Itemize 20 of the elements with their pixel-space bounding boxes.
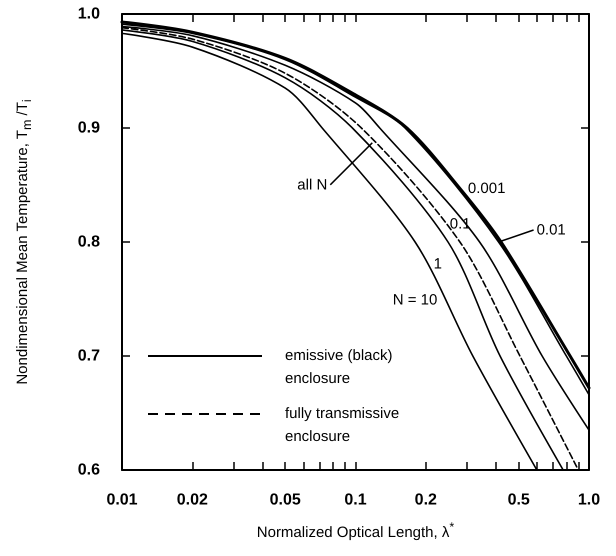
x-tick-label: 0.2 (414, 492, 438, 508)
x-tick-label: 0.05 (270, 492, 301, 508)
x-tick-label: 0.01 (106, 492, 138, 508)
annotation: 1 (434, 256, 442, 272)
x-tick-label: 0.1 (344, 492, 367, 508)
annotation: 0.01 (536, 222, 566, 238)
y-tick-label: 0.7 (78, 348, 100, 364)
x-tick-label: 0.5 (508, 492, 530, 508)
y-tick-label: 0.9 (78, 120, 100, 136)
annotation: 0.001 (468, 180, 506, 197)
y-tick-label: 0.8 (78, 234, 100, 250)
annotation: emissive (black) enclosure (285, 346, 394, 389)
x-tick-label: 1.0 (578, 492, 600, 508)
x-tick-label: 0.02 (176, 492, 208, 508)
annotation: all N (297, 176, 328, 194)
x-axis-title: Normalized Optical Length, λ$^{*}$ (256, 520, 454, 541)
annotation: fully transmissive enclosure (285, 404, 400, 447)
y-tick-label: 1.0 (78, 6, 100, 22)
annotation: N = 10 (392, 292, 438, 309)
y-tick-label: 0.6 (78, 462, 100, 478)
